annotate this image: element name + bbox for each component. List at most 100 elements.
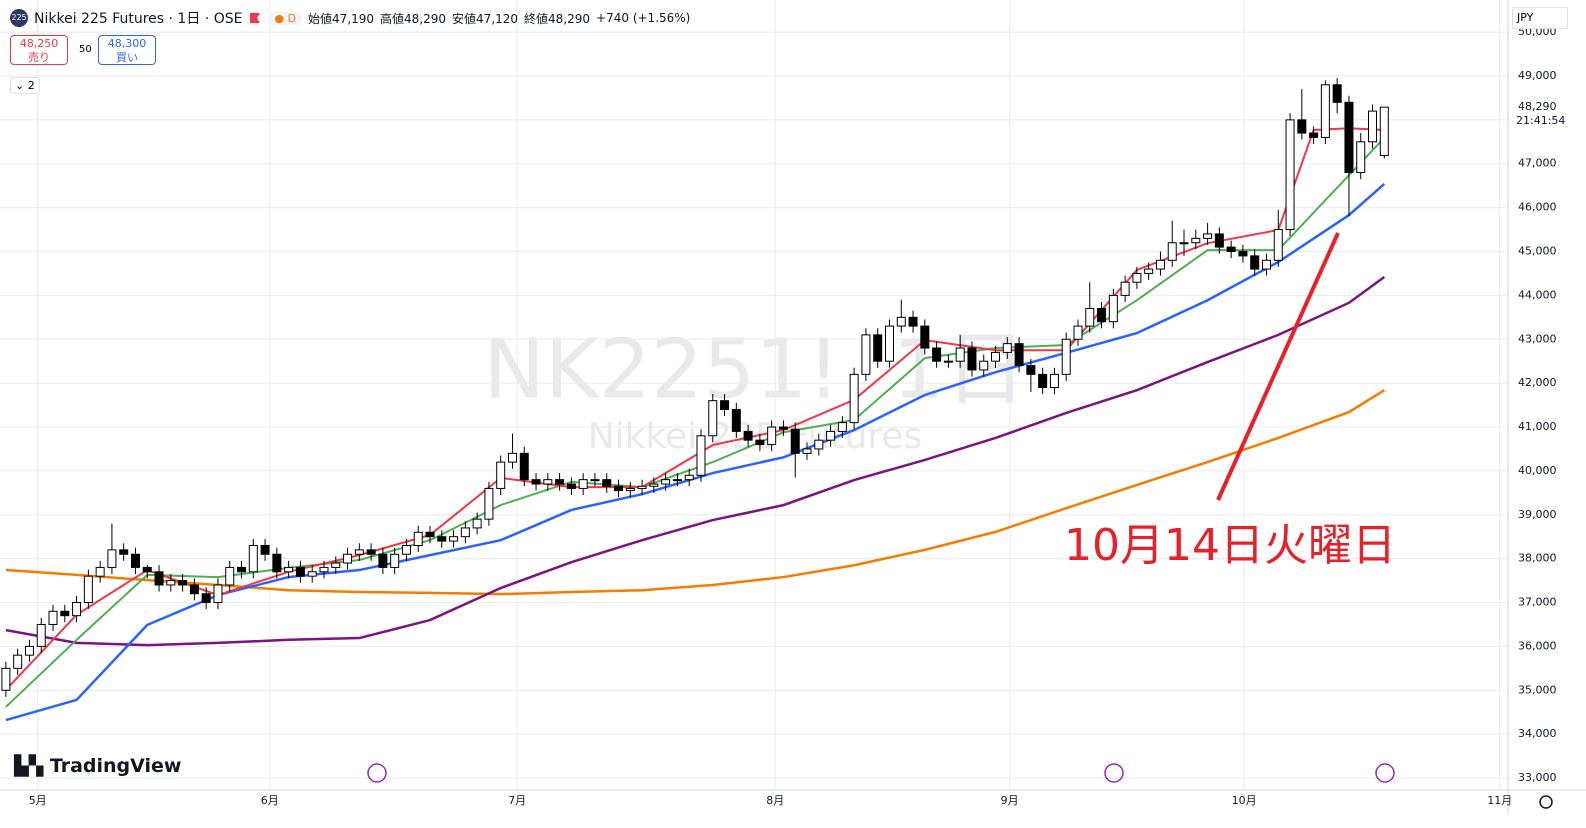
candle-body bbox=[1309, 132, 1319, 138]
sell-label: 売り bbox=[28, 51, 50, 64]
candle-body bbox=[472, 518, 482, 529]
x-tick-label: 8月 bbox=[766, 794, 784, 807]
candle-body bbox=[119, 549, 129, 555]
moving-average bbox=[5, 137, 1386, 708]
candle-body bbox=[1049, 373, 1059, 389]
candle-body bbox=[390, 553, 400, 568]
candle-body bbox=[225, 566, 235, 586]
candle-body bbox=[932, 347, 942, 362]
buy-button[interactable]: 48,300 買い bbox=[98, 35, 156, 65]
candle-body bbox=[213, 584, 223, 604]
candle-body bbox=[1250, 255, 1260, 270]
candle-body bbox=[802, 448, 812, 454]
candle-body bbox=[743, 430, 753, 441]
moving-average bbox=[5, 389, 1385, 596]
event-icon[interactable] bbox=[1375, 763, 1395, 783]
y-tick-label: 46,000 bbox=[1518, 201, 1557, 214]
candle-body bbox=[1155, 259, 1165, 270]
y-tick-label: 33,000 bbox=[1518, 771, 1557, 784]
x-tick-label: 10月 bbox=[1232, 794, 1257, 807]
ohlc-3: 終値48,290 bbox=[524, 11, 591, 26]
logo[interactable]: ▙▚ TradingView bbox=[14, 755, 182, 777]
candle-body bbox=[720, 400, 730, 410]
y-tick-label: 45,000 bbox=[1518, 245, 1557, 258]
spread: 50 bbox=[79, 44, 92, 55]
y-tick-label: 49,000 bbox=[1518, 69, 1557, 82]
candle-body bbox=[767, 426, 777, 446]
candle-body bbox=[637, 485, 647, 489]
candle-body bbox=[519, 452, 529, 481]
symbol[interactable]: Nikkei 225 Futures · 1日 · OSE bbox=[34, 11, 243, 27]
settings-icon[interactable] bbox=[1539, 795, 1553, 809]
indicator-toggle[interactable]: ⌄ 2 bbox=[10, 77, 40, 94]
candle-body bbox=[425, 531, 435, 538]
y-tick-label: 48,000 bbox=[1518, 113, 1557, 126]
candle-body bbox=[1038, 373, 1048, 389]
candle-body bbox=[1108, 294, 1118, 323]
y-tick-label: 44,000 bbox=[1518, 288, 1557, 301]
candle-body bbox=[1273, 229, 1283, 261]
candle-body bbox=[979, 360, 989, 371]
moving-average bbox=[5, 182, 1386, 722]
candle-body bbox=[908, 316, 918, 327]
moving-average bbox=[5, 127, 1385, 691]
candle-body bbox=[1379, 106, 1389, 156]
event-icon[interactable] bbox=[1104, 763, 1124, 783]
candle-body bbox=[566, 483, 576, 489]
candle-body bbox=[166, 580, 176, 586]
candle-body bbox=[814, 439, 824, 450]
logo-text: TradingView bbox=[49, 755, 182, 777]
candle-body bbox=[896, 316, 906, 327]
candle-body bbox=[1285, 119, 1295, 231]
candle-body bbox=[1214, 233, 1224, 248]
candle-body bbox=[178, 580, 188, 586]
mode: D bbox=[287, 11, 297, 25]
symbol-badge: 225 bbox=[10, 9, 28, 27]
candle-body bbox=[48, 610, 58, 625]
candle-body bbox=[307, 571, 317, 577]
event-icon[interactable] bbox=[367, 763, 387, 783]
candle-body bbox=[1167, 242, 1177, 261]
candle-body bbox=[13, 654, 23, 669]
candle-body bbox=[260, 544, 270, 555]
candle-body bbox=[590, 479, 600, 482]
candle-body bbox=[943, 360, 953, 363]
candle-body bbox=[1061, 338, 1071, 375]
candle-body bbox=[731, 408, 741, 432]
candle-body bbox=[1203, 233, 1213, 239]
candle-body bbox=[83, 575, 93, 604]
mode-toggle[interactable]: ● D bbox=[268, 11, 303, 25]
candle-body bbox=[1073, 325, 1083, 340]
candle-body bbox=[1191, 237, 1201, 244]
candle-body bbox=[507, 452, 517, 463]
candle-body bbox=[331, 562, 341, 568]
candle-body bbox=[272, 553, 282, 573]
candle-body bbox=[1261, 259, 1271, 270]
candle-body bbox=[1097, 308, 1107, 323]
candle-body bbox=[1132, 272, 1142, 283]
flag-icon[interactable] bbox=[248, 11, 262, 25]
currency[interactable]: JPY bbox=[1512, 7, 1568, 29]
x-tick-label: 11月 bbox=[1487, 794, 1512, 807]
candle-body bbox=[142, 566, 152, 573]
candle-body bbox=[1179, 242, 1189, 245]
candle-body bbox=[849, 373, 859, 424]
candle-body bbox=[1014, 343, 1024, 367]
candle-body bbox=[95, 566, 105, 577]
candle-body bbox=[684, 474, 694, 481]
candle-body bbox=[1238, 251, 1248, 257]
candle-body bbox=[649, 483, 659, 487]
candle-body bbox=[496, 461, 506, 489]
sell-button[interactable]: 48,250 売り bbox=[10, 35, 68, 65]
candle-body bbox=[1120, 281, 1130, 296]
candle-body bbox=[1226, 246, 1236, 253]
candle-body bbox=[1344, 101, 1354, 174]
candle-body bbox=[531, 479, 541, 485]
y-tick-label: 43,000 bbox=[1518, 332, 1557, 345]
candle-body bbox=[413, 531, 423, 546]
candle-body bbox=[1, 667, 11, 691]
header: 225 Nikkei 225 Futures · 1日 · OSE ● D 始値… bbox=[10, 8, 690, 28]
candle-body bbox=[319, 566, 329, 573]
candle-body bbox=[378, 553, 388, 568]
